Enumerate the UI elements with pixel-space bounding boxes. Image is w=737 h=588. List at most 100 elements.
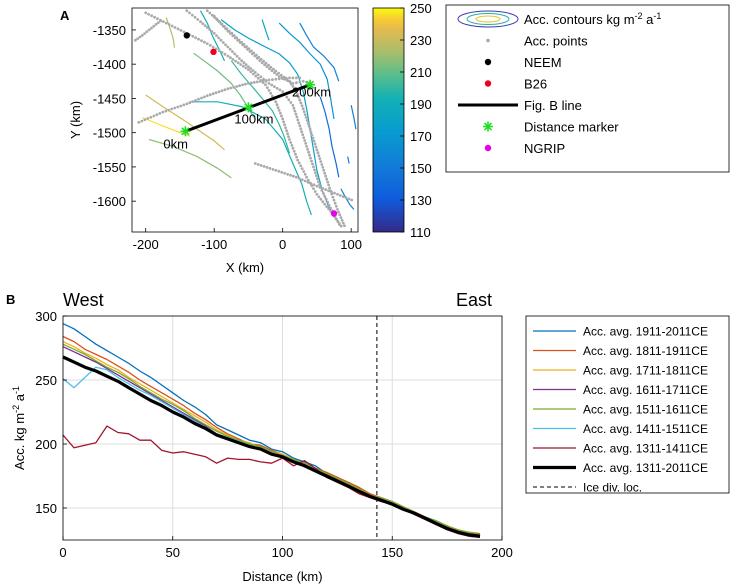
accumulation-point: [262, 165, 266, 168]
legend-dot: [484, 80, 492, 87]
accumulation-point: [302, 110, 306, 113]
accumulation-point: [208, 93, 212, 97]
profile-x-tick-label: 0: [59, 545, 66, 560]
accumulation-point: [197, 37, 200, 41]
accumulation-point: [338, 194, 342, 197]
accumulation-point: [324, 174, 328, 178]
accumulation-point: [339, 224, 343, 228]
accumulation-point: [283, 123, 286, 127]
accumulation-point: [252, 81, 256, 84]
accumulation-point: [292, 106, 296, 110]
accumulation-point: [289, 173, 292, 177]
profile-y-tick-label: 300: [35, 309, 57, 324]
accumulation-point: [290, 144, 294, 147]
accumulation-point: [208, 44, 212, 47]
accumulation-point: [308, 153, 311, 157]
panel-label-b: B: [6, 292, 15, 307]
accumulation-point: [159, 19, 162, 23]
accumulation-point: [321, 166, 325, 169]
legend-label: B26: [524, 77, 547, 92]
accumulation-point: [310, 159, 313, 163]
accumulation-point: [226, 45, 230, 49]
accumulation-point: [147, 28, 151, 32]
accumulation-point: [275, 103, 279, 107]
accumulation-point: [259, 164, 263, 167]
accumulation-point: [307, 150, 310, 154]
accumulation-point: [158, 112, 162, 115]
accumulation-point: [291, 85, 295, 88]
accumulation-point: [300, 167, 304, 171]
accumulation-point: [231, 50, 234, 53]
accumulation-point: [164, 21, 168, 25]
map-axes: -200 -100 0 100 -1350 -1400 -1450 -1500 -1550 -16…: [93, 7, 362, 252]
accumulation-point: [173, 106, 177, 110]
map-x-tick-label: 100: [340, 237, 362, 252]
accumulation-point: [258, 80, 262, 83]
accumulation-point: [312, 183, 316, 187]
accumulation-point: [336, 208, 339, 211]
accumulation-point: [288, 76, 291, 80]
accumulation-point: [212, 31, 216, 35]
legend-label: Acc. avg. 1411-1511CE: [583, 422, 708, 436]
accumulation-point: [188, 11, 191, 15]
accumulation-point: [144, 11, 148, 15]
accumulation-point: [255, 80, 259, 84]
accumulation-point: [170, 24, 174, 28]
accumulation-point: [301, 79, 305, 83]
accumulation-point: [295, 76, 298, 80]
accumulation-point: [243, 45, 247, 49]
legend-label: Ice div. loc.: [583, 481, 642, 495]
distance-marker-label: 100km: [234, 111, 273, 126]
map-x-axis-label: X (km): [226, 260, 264, 275]
accumulation-point: [336, 192, 339, 196]
legend-label: Acc. avg. 1311-2011CE: [583, 461, 708, 475]
accumulation-point: [273, 71, 276, 74]
accumulation-point: [247, 68, 250, 72]
accumulation-point: [191, 34, 195, 38]
map-frame: [131, 7, 359, 233]
accumulation-point: [237, 57, 241, 60]
accumulation-point: [199, 20, 202, 24]
accumulation-point: [301, 133, 305, 137]
accumulation-point: [244, 82, 247, 86]
accumulation-point: [302, 170, 306, 173]
accumulation-point: [254, 74, 258, 78]
accumulation-point: [275, 86, 279, 90]
accumulation-point: [315, 184, 319, 188]
accumulation-point: [306, 180, 310, 184]
accumulation-point: [236, 61, 240, 65]
accumulation-point: [256, 73, 260, 76]
accumulation-point: [253, 162, 257, 165]
ylabel-main: Acc. kg m: [12, 413, 27, 470]
accumulation-point: [140, 34, 144, 37]
accumulation-point: [318, 183, 321, 186]
distance-marker: [243, 102, 254, 113]
accumulation-point: [309, 156, 312, 160]
accumulation-point: [295, 175, 298, 179]
accumulation-point: [147, 12, 151, 16]
contour-line: [319, 96, 340, 178]
accumulation-point: [303, 139, 307, 142]
accumulation-point: [271, 78, 274, 81]
accumulation-point: [242, 61, 246, 65]
map-overlay: 0km 100km 200km: [163, 32, 338, 217]
accumulation-point: [276, 106, 280, 109]
accumulation-point: [285, 95, 289, 99]
map-y-tick-label: -1600: [93, 194, 126, 209]
accumulation-point: [255, 56, 259, 60]
profile-panel: 0 50 100 150 200 150 200 250 300 West East Dista…: [11, 290, 513, 584]
accumulation-point: [303, 172, 307, 176]
accumulation-point: [323, 202, 327, 206]
profile-x-axis-label: Distance (km): [242, 569, 322, 584]
accumulation-point: [219, 22, 223, 26]
map-legend-box: [445, 4, 730, 173]
accumulation-point: [292, 149, 296, 153]
contour-line: [261, 19, 270, 41]
accumulation-point: [247, 82, 250, 85]
accumulation-point: [281, 117, 285, 121]
map-x-tick-label: -100: [201, 237, 227, 252]
accumulation-point: [341, 221, 345, 225]
map-x-tick-label: 0: [279, 237, 286, 252]
accumulation-point: [299, 101, 303, 105]
